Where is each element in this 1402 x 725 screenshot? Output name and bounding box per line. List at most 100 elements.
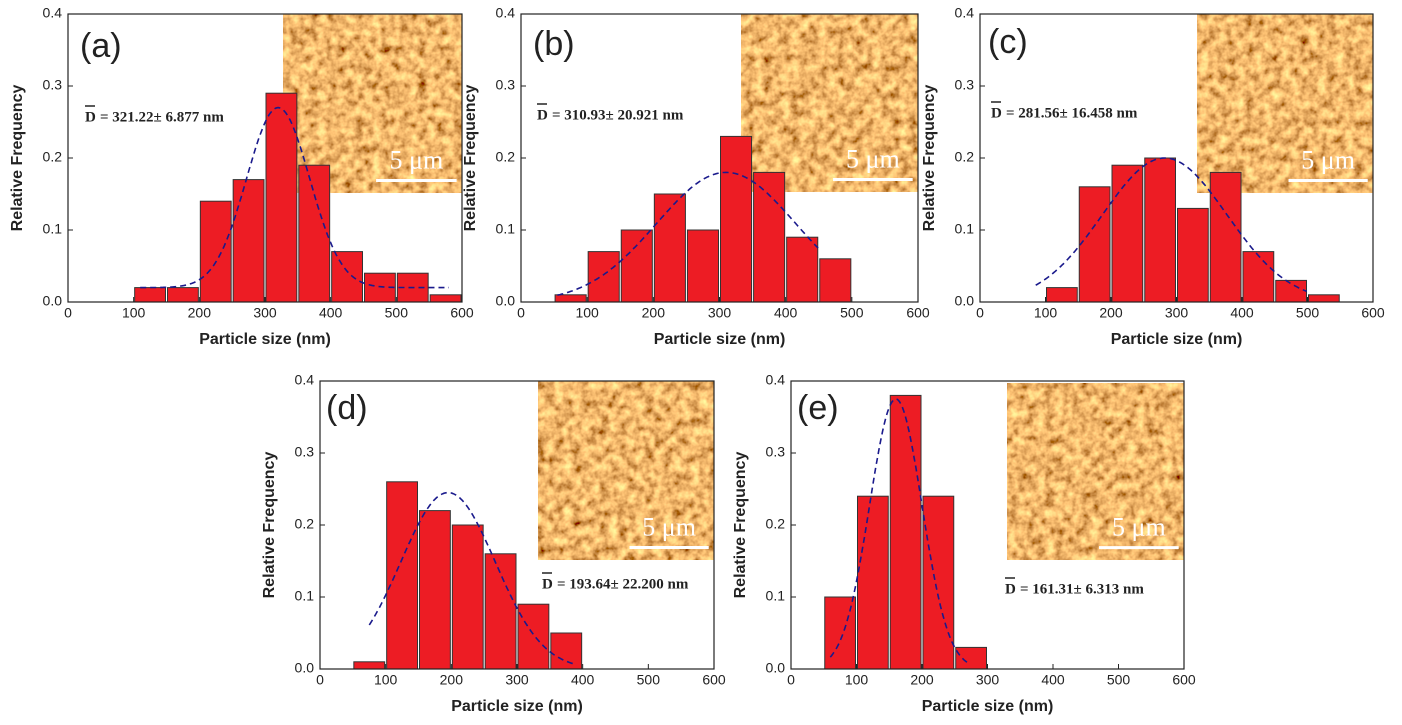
x-tick-label: 200 bbox=[188, 305, 212, 321]
y-axis-title: Relative Frequency bbox=[261, 452, 278, 599]
bar bbox=[922, 495, 955, 670]
bar bbox=[167, 287, 199, 303]
afm-inset bbox=[1197, 14, 1373, 193]
bar bbox=[653, 193, 686, 303]
bar bbox=[753, 171, 786, 303]
y-tick-label: 0.3 bbox=[496, 77, 516, 93]
annotation-text: = 321.22± 6.877 nm bbox=[100, 109, 224, 125]
annotation-symbol: D bbox=[85, 109, 96, 125]
bar bbox=[199, 200, 232, 303]
bar bbox=[1242, 251, 1275, 303]
bar bbox=[484, 553, 517, 670]
afm-inset bbox=[1007, 383, 1184, 560]
bar bbox=[554, 294, 587, 303]
x-tick-label: 0 bbox=[64, 305, 72, 321]
bar bbox=[889, 394, 922, 670]
x-tick-label: 100 bbox=[575, 305, 599, 321]
x-tick-label: 300 bbox=[505, 672, 529, 688]
afm-inset bbox=[283, 14, 462, 193]
x-tick-label: 200 bbox=[440, 672, 464, 688]
y-axis-title: Relative Frequency bbox=[921, 85, 938, 232]
x-tick-label: 300 bbox=[976, 672, 1000, 688]
x-tick-label: 400 bbox=[774, 305, 798, 321]
bar bbox=[1111, 164, 1144, 303]
panel-label: (e) bbox=[797, 389, 839, 427]
fit-curve bbox=[829, 398, 969, 664]
bar bbox=[686, 229, 720, 303]
x-tick-label: 500 bbox=[1296, 305, 1320, 321]
bar bbox=[786, 236, 819, 303]
y-tick-label: 0.2 bbox=[496, 149, 516, 165]
bar bbox=[819, 258, 852, 303]
x-tick-label: 600 bbox=[450, 305, 474, 321]
y-tick-label: 0.2 bbox=[295, 516, 315, 532]
bar bbox=[720, 135, 753, 303]
y-tick-label: 0.0 bbox=[955, 293, 975, 309]
scale-label: 5 μm bbox=[642, 512, 696, 541]
y-axis-title: Relative Frequency bbox=[732, 452, 749, 599]
annotation-text: = 193.64± 22.200 nm bbox=[557, 576, 689, 592]
y-tick-label: 0.1 bbox=[766, 588, 786, 604]
panel-label: (a) bbox=[80, 27, 122, 65]
scale-label: 5 μm bbox=[390, 145, 444, 174]
x-tick-label: 400 bbox=[1041, 672, 1065, 688]
y-axis-title: Relative Frequency bbox=[9, 85, 26, 232]
x-tick-label: 600 bbox=[1172, 672, 1196, 688]
bar bbox=[298, 164, 331, 303]
bar bbox=[134, 287, 167, 303]
y-tick-label: 0.1 bbox=[43, 221, 63, 237]
bar bbox=[419, 510, 451, 670]
y-tick-label: 0.0 bbox=[766, 660, 786, 676]
bar bbox=[265, 92, 298, 303]
x-tick-label: 600 bbox=[906, 305, 930, 321]
x-axis-title: Particle size (nm) bbox=[922, 698, 1054, 715]
fit-curve bbox=[368, 491, 576, 666]
x-tick-label: 100 bbox=[845, 672, 869, 688]
x-tick-label: 200 bbox=[642, 305, 666, 321]
annotation-symbol: D bbox=[542, 576, 553, 592]
annotation-symbol: D bbox=[991, 105, 1002, 121]
bar bbox=[232, 179, 265, 303]
fit-curve bbox=[1035, 157, 1308, 293]
bar bbox=[1275, 279, 1307, 303]
y-tick-label: 0.2 bbox=[955, 149, 975, 165]
scale-label: 5 μm bbox=[1301, 145, 1355, 174]
y-tick-label: 0.4 bbox=[43, 5, 63, 21]
y-tick-label: 0.3 bbox=[955, 77, 975, 93]
x-tick-label: 200 bbox=[1099, 305, 1123, 321]
bar bbox=[550, 632, 583, 670]
y-tick-label: 0.0 bbox=[43, 293, 63, 309]
x-tick-label: 0 bbox=[316, 672, 324, 688]
x-tick-label: 400 bbox=[319, 305, 343, 321]
x-tick-label: 500 bbox=[385, 305, 409, 321]
annotation-text: = 161.31± 6.313 nm bbox=[1020, 581, 1144, 597]
fit-curve bbox=[140, 106, 449, 289]
x-tick-label: 400 bbox=[1230, 305, 1254, 321]
x-tick-label: 200 bbox=[910, 672, 934, 688]
x-tick-label: 300 bbox=[1165, 305, 1189, 321]
scale-label: 5 μm bbox=[846, 145, 900, 174]
annotation-text: = 281.56± 16.458 nm bbox=[1006, 105, 1138, 121]
bar bbox=[331, 251, 363, 303]
annotation-text: = 310.93± 20.921 nm bbox=[552, 107, 684, 123]
x-tick-label: 500 bbox=[840, 305, 864, 321]
x-tick-label: 0 bbox=[976, 305, 984, 321]
y-tick-label: 0.2 bbox=[43, 149, 63, 165]
bar bbox=[1308, 294, 1340, 303]
y-tick-label: 0.0 bbox=[496, 293, 516, 309]
x-axis-title: Particle size (nm) bbox=[654, 331, 786, 348]
bar bbox=[1209, 171, 1242, 303]
y-tick-label: 0.1 bbox=[496, 221, 516, 237]
panel-label: (c) bbox=[988, 23, 1028, 61]
y-axis-title: Relative Frequency bbox=[462, 85, 479, 232]
bar bbox=[1177, 207, 1209, 303]
x-tick-label: 0 bbox=[517, 305, 525, 321]
x-tick-label: 600 bbox=[702, 672, 726, 688]
x-tick-label: 600 bbox=[1361, 305, 1385, 321]
annotation-symbol: D bbox=[1005, 581, 1016, 597]
y-tick-label: 0.4 bbox=[766, 372, 786, 388]
y-tick-label: 0.4 bbox=[955, 5, 975, 21]
fit-curve bbox=[557, 171, 819, 296]
x-tick-label: 500 bbox=[1107, 672, 1131, 688]
bar bbox=[857, 495, 889, 670]
